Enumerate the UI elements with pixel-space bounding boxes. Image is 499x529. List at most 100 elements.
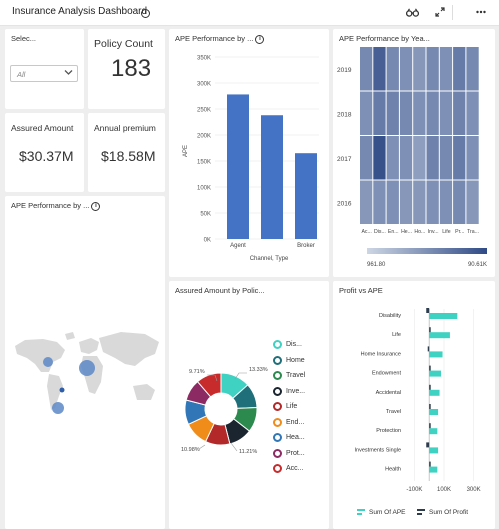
legend-item[interactable]: Prot...	[273, 448, 305, 458]
heat-cell	[466, 180, 479, 224]
legend-label: Home	[286, 356, 305, 364]
binoculars-icon[interactable]	[404, 4, 420, 20]
legend-item[interactable]: Dis...	[273, 340, 302, 349]
heat-cell	[373, 136, 386, 180]
heat-cell	[399, 47, 413, 91]
heat-cell	[426, 91, 439, 135]
row-label: 2019	[337, 67, 352, 74]
slice-label: 9.71%	[189, 369, 205, 375]
y-tick-label: 300K	[197, 82, 211, 88]
legend-label: Acc...	[286, 465, 304, 472]
category-label: Investments Single	[355, 447, 401, 453]
heat-cell	[453, 136, 466, 180]
dashboard-title: Insurance Analysis Dashboard	[12, 6, 148, 17]
legend-item[interactable]: Acc...	[273, 464, 304, 473]
heat-cell	[399, 91, 413, 135]
slice-label: 10.98%	[181, 447, 200, 453]
selector-panel: Selec... All	[5, 29, 84, 109]
info-icon[interactable]: i	[91, 201, 101, 211]
leader-line	[234, 372, 247, 380]
legend-item[interactable]: Hea...	[273, 433, 305, 442]
heat-cell	[373, 47, 386, 91]
column-label: Ac...	[361, 229, 371, 235]
legend-label: Travel	[286, 372, 306, 379]
legend-item[interactable]: End...	[273, 417, 304, 427]
info-icon[interactable]: i	[141, 5, 150, 23]
x-tick-label: 100K	[437, 487, 451, 493]
ape-year-title: APE Performance by Yea...	[339, 34, 430, 43]
row-label: 2017	[337, 156, 352, 163]
profit-bar	[429, 404, 431, 409]
ape-bar	[429, 389, 440, 396]
column-label: Life	[442, 229, 450, 235]
donut-slice	[196, 372, 222, 398]
scale-min-label: 961.80	[367, 262, 386, 268]
row-label: 2018	[337, 111, 352, 118]
heat-cell	[466, 47, 479, 91]
color-scale	[367, 248, 487, 254]
more-icon[interactable]	[473, 4, 489, 20]
ape-channel-panel: APE Performance by ... i 0K 50K 100K 150K 20…	[169, 29, 329, 277]
heat-cell	[386, 180, 399, 224]
profit-bar	[429, 384, 431, 390]
leader-line	[230, 442, 238, 452]
slice-label: 13.33%	[249, 367, 268, 373]
heat-cell	[399, 136, 413, 180]
ape-bar	[429, 332, 450, 339]
legend-item[interactable]: Inve...	[273, 386, 306, 396]
heat-cell	[373, 91, 386, 135]
slice-label: 11.21%	[239, 449, 257, 455]
category-label: Travel	[386, 409, 401, 415]
legend-dot-icon	[273, 340, 282, 349]
heat-cell	[426, 47, 439, 91]
map-bubble[interactable]	[59, 387, 65, 393]
bar	[261, 115, 283, 239]
ape-channel-chart: 0K 50K 100K 150K 200K 250K 300K 350K APE Agent Bro…	[183, 56, 319, 262]
heat-cell	[386, 136, 399, 180]
assured-policy-donut: 9.71% 13.33% 10.98% 11.21%	[181, 367, 268, 455]
heat-cell	[413, 136, 426, 180]
x-tick-label: Agent	[230, 243, 246, 249]
legend-label: Inve...	[286, 387, 306, 395]
leader-line	[207, 374, 218, 382]
legend-item[interactable]: Life	[273, 402, 297, 411]
y-tick-label: 150K	[197, 160, 211, 166]
heat-cell	[439, 180, 453, 224]
assured-amount-label: Assured Amount	[11, 123, 74, 133]
policy-count-label: Policy Count	[94, 38, 153, 50]
heat-cell	[453, 47, 466, 91]
legend-dot-icon	[273, 402, 282, 411]
policy-count-value: 183	[111, 55, 152, 82]
expand-icon[interactable]	[432, 4, 448, 20]
profit-bar	[429, 327, 431, 333]
world-map[interactable]	[5, 196, 165, 529]
heat-cell	[386, 91, 399, 135]
column-label: Ho...	[414, 229, 425, 235]
profit-bar	[426, 442, 430, 448]
column-label: He...	[401, 229, 412, 235]
legend-item[interactable]: Travel	[273, 371, 305, 380]
ape-bar	[429, 447, 439, 454]
heat-cell	[466, 91, 479, 135]
profit-bar	[427, 346, 430, 352]
x-axis-label: Channel, Type	[250, 256, 289, 262]
ape-bar	[429, 409, 439, 415]
category-label: Life	[392, 332, 401, 338]
heat-cell	[453, 91, 466, 135]
map-bubble[interactable]	[43, 357, 53, 367]
heat-cell	[386, 47, 399, 91]
heat-cell	[373, 180, 386, 224]
bar	[295, 153, 317, 239]
y-tick-label: 350K	[197, 56, 211, 62]
legend-item[interactable]: Home	[273, 355, 305, 365]
info-icon[interactable]: i	[255, 34, 265, 44]
category-label: Endowment	[372, 371, 402, 377]
heat-cell	[360, 136, 373, 180]
map-bubble[interactable]	[79, 360, 95, 376]
map-bubble[interactable]	[52, 402, 64, 414]
ape-year-panel: APE Performance by Yea... 2019 2018 2017 20…	[333, 29, 495, 277]
legend-swatch-ape	[357, 513, 362, 515]
policy-select-dropdown[interactable]: All	[10, 65, 78, 82]
column-label: En...	[388, 229, 399, 235]
x-tick-label: 300K	[467, 487, 481, 493]
